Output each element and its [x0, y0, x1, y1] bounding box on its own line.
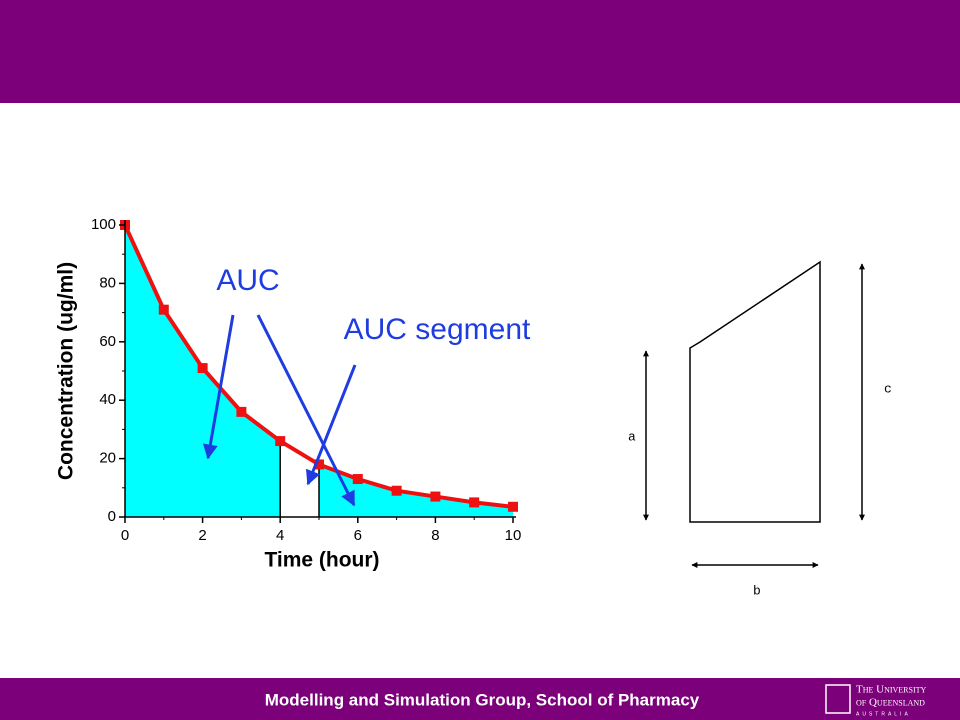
- annotation: AUC segment: [344, 313, 531, 346]
- point: [391, 485, 402, 496]
- point: [197, 363, 208, 374]
- annotation: AUC: [216, 264, 279, 297]
- y-tick-label: 100: [91, 216, 116, 233]
- logo-text: AUSTRALIA: [856, 711, 911, 717]
- chart: 0 20 40 60 80 100 0 2 4 6 8 10 Time (hour) Concentrat…: [55, 216, 522, 572]
- x-tick-label: 6: [354, 527, 362, 544]
- trapezoid: [689, 260, 821, 523]
- diagram-label: b: [753, 583, 761, 598]
- y-axis-label: Concentration (ug/ml): [55, 262, 78, 480]
- x-tick-label: 2: [198, 527, 206, 544]
- x-tick-label: 10: [505, 527, 522, 544]
- y-tick-label: 40: [99, 391, 116, 408]
- point: [158, 304, 169, 315]
- logo-text: The University: [856, 684, 927, 696]
- point: [352, 474, 363, 485]
- point: [469, 497, 480, 508]
- point: [236, 406, 247, 417]
- x-axis-label: Time (hour): [264, 549, 379, 572]
- arrow: [202, 314, 235, 460]
- auc-area: [125, 225, 513, 517]
- y-tick-label: 80: [99, 274, 116, 291]
- arrows: [202, 314, 357, 507]
- point: [508, 501, 518, 512]
- point: [275, 436, 286, 447]
- header-bar: [0, 0, 960, 103]
- footer-bar: [0, 678, 960, 720]
- diagram: [643, 260, 865, 568]
- diagram-label: a: [628, 429, 636, 444]
- point: [430, 491, 441, 502]
- logo-crest: [825, 684, 851, 714]
- diagram-label: c: [884, 381, 892, 396]
- y-tick-label: 0: [108, 508, 116, 525]
- y-tick-label: 60: [99, 333, 116, 350]
- x-tick-label: 4: [276, 527, 284, 544]
- y-tick-label: 20: [99, 450, 116, 467]
- arrow: [305, 364, 357, 486]
- x-tick-label: 0: [121, 527, 129, 544]
- x-tick-label: 8: [431, 527, 439, 544]
- point: [314, 459, 324, 470]
- logo-text: of Queensland: [856, 697, 925, 709]
- footer-text: Modelling and Simulation Group, School o…: [265, 690, 700, 709]
- arrow: [256, 314, 356, 507]
